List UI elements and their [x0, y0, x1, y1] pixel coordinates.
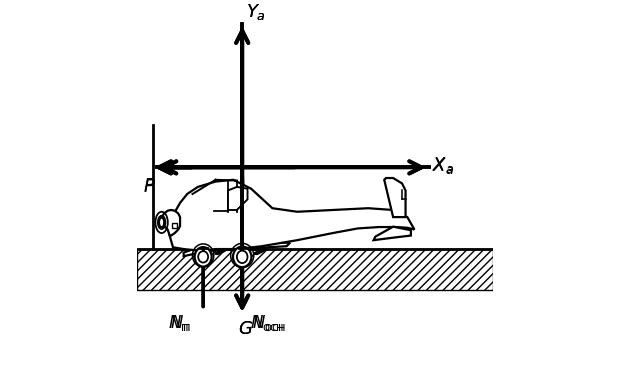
Polygon shape	[228, 187, 248, 210]
Ellipse shape	[195, 247, 212, 267]
Polygon shape	[169, 180, 415, 251]
Polygon shape	[162, 210, 180, 236]
Ellipse shape	[233, 247, 251, 267]
Text: $P$: $P$	[144, 178, 156, 196]
Text: $N_{\rm п}$: $N_{\rm п}$	[169, 313, 190, 333]
Text: $X_a$: $X_a$	[432, 155, 454, 175]
Text: $P$: $P$	[144, 177, 156, 195]
Text: $N_{\rm осн}$: $N_{\rm осн}$	[251, 313, 286, 333]
Text: $Y_a$: $Y_a$	[246, 2, 266, 22]
Text: $F_{\rm тр}$: $F_{\rm тр}$	[244, 223, 265, 241]
Polygon shape	[374, 227, 411, 240]
Bar	[137, 249, 493, 290]
Polygon shape	[384, 178, 406, 217]
Bar	[172, 223, 177, 228]
Text: $Y_a$: $Y_a$	[246, 2, 266, 22]
Text: $N_{\rm осн}$: $N_{\rm осн}$	[250, 313, 284, 333]
Text: $N_{\rm п}$: $N_{\rm п}$	[168, 313, 189, 333]
Text: $X_a$: $X_a$	[432, 156, 454, 176]
Polygon shape	[333, 227, 415, 238]
Text: $F_{\rm тр}$: $F_{\rm тр}$	[243, 223, 265, 241]
Polygon shape	[183, 243, 290, 256]
Text: $F_{\rm тр}$: $F_{\rm тр}$	[204, 223, 226, 241]
Ellipse shape	[237, 251, 248, 263]
Text: $G$: $G$	[238, 320, 253, 338]
Text: $F_{\rm тр}$: $F_{\rm тр}$	[202, 223, 222, 241]
Ellipse shape	[159, 217, 164, 227]
Ellipse shape	[198, 251, 208, 262]
Text: $G$: $G$	[238, 320, 253, 338]
